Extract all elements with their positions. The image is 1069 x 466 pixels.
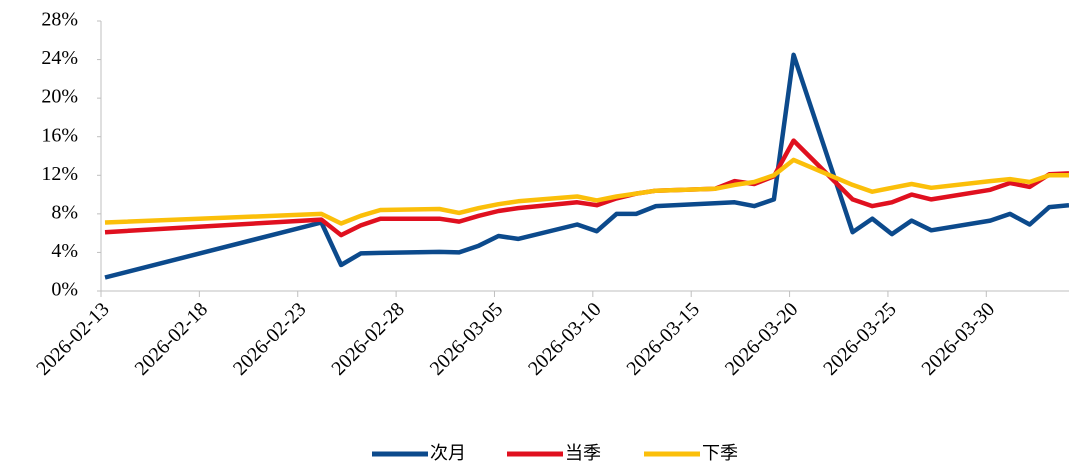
x-tick-label: 2026-02-13: [32, 298, 114, 380]
series-line: [104, 157, 1069, 226]
x-tick-label: 2026-02-23: [229, 298, 311, 380]
legend-label: 当季: [565, 443, 601, 464]
y-tick-label: 20%: [41, 86, 78, 108]
series-line: [104, 52, 1069, 280]
y-tick-label: 12%: [41, 163, 78, 185]
x-tick-label: 2026-03-05: [426, 298, 508, 380]
x-tick-label: 2026-03-30: [918, 298, 1000, 380]
x-tick-label: 2026-03-25: [819, 298, 901, 380]
y-tick-label: 24%: [41, 47, 78, 69]
x-tick-label: 2026-03-15: [622, 298, 704, 380]
x-tick-label: 2026-03-20: [721, 298, 803, 380]
x-tick-label: 2026-02-28: [327, 298, 409, 380]
x-tick-label: 2026-02-18: [131, 298, 213, 380]
y-tick-label: 8%: [51, 201, 78, 223]
x-tick-label: 2026-03-10: [524, 298, 606, 380]
y-tick-label: 28%: [41, 9, 78, 31]
y-tick-label: 0%: [51, 279, 78, 301]
legend-label: 次月: [430, 443, 466, 464]
legend-label: 下季: [702, 443, 738, 464]
y-tick-label: 16%: [41, 124, 78, 146]
y-tick-label: 4%: [51, 240, 78, 262]
